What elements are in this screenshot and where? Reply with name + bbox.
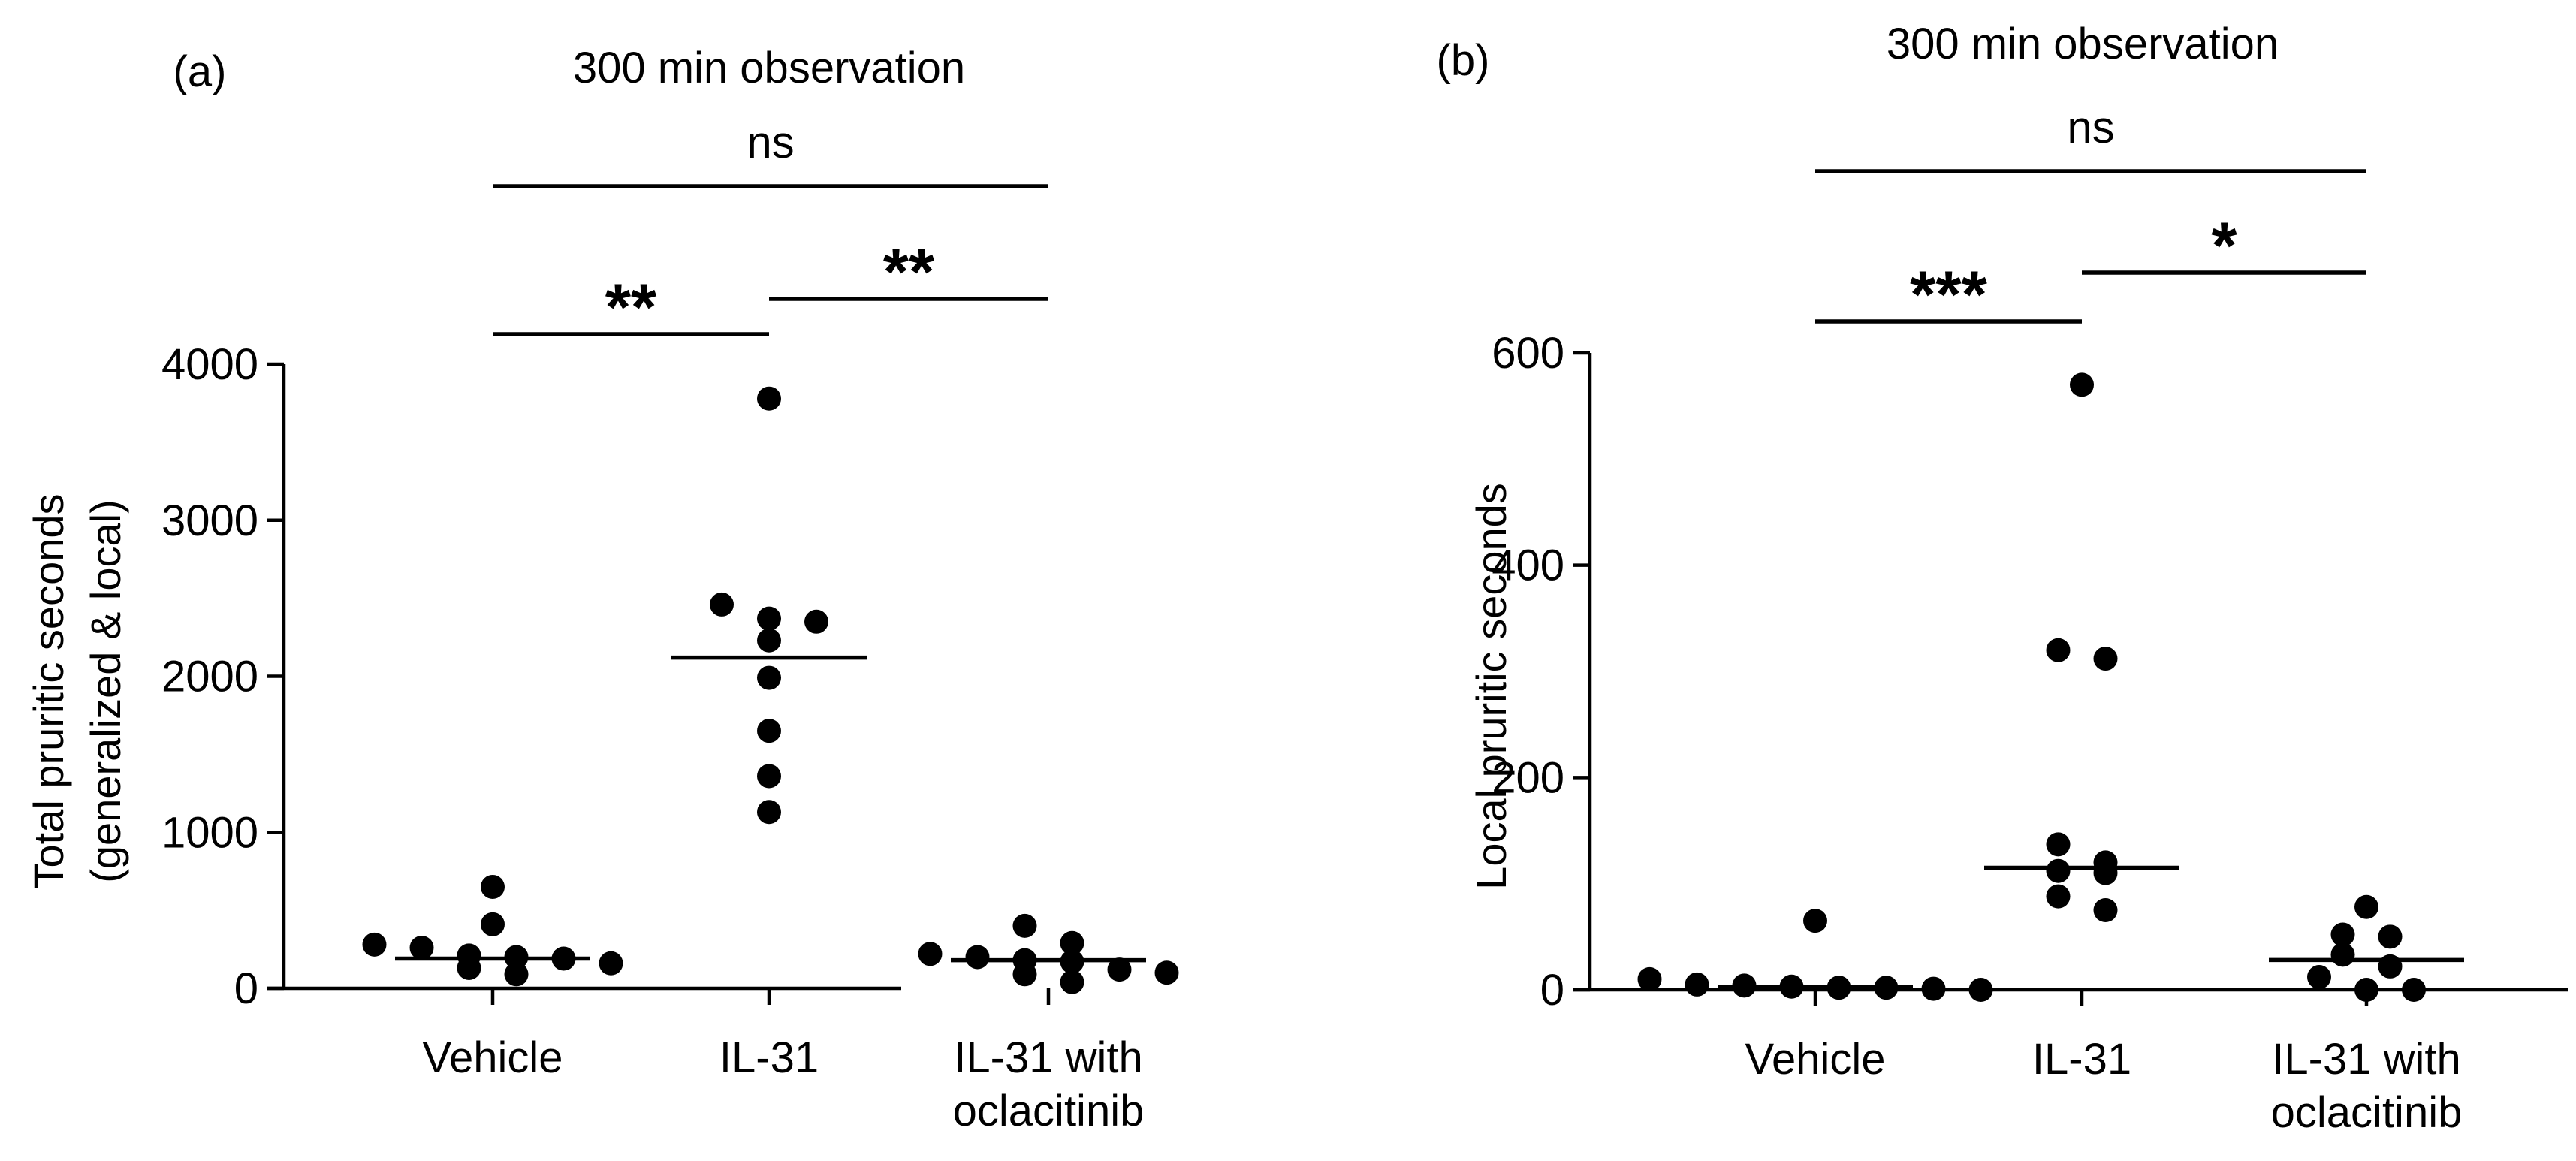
panel-label: (a) (173, 47, 227, 96)
data-point (918, 942, 943, 966)
data-point (2378, 924, 2403, 949)
data-point (757, 719, 781, 743)
data-point (2402, 978, 2426, 1002)
x-category-label: Vehicle (422, 1033, 563, 1082)
data-point (2046, 884, 2071, 909)
data-point (757, 606, 781, 631)
data-point (1685, 972, 1709, 997)
data-point (409, 935, 434, 960)
data-point (2046, 638, 2071, 662)
data-point (2330, 942, 2355, 967)
y-tick-label: 200 (1492, 753, 1564, 802)
data-point (1060, 930, 1084, 955)
data-point (2354, 978, 2378, 1002)
y-tick-label: 600 (1492, 329, 1564, 378)
y-tick-label: 0 (1540, 966, 1564, 1015)
significance-label: *** (1910, 257, 1987, 331)
y-axis-label: Local pruritic seconds (1467, 483, 1515, 890)
data-point (804, 609, 828, 634)
panel-label: (b) (1437, 36, 1490, 85)
data-point (481, 912, 505, 936)
data-point (1107, 957, 1132, 982)
data-point (710, 592, 734, 617)
significance-label: ns (2067, 102, 2114, 152)
data-point (504, 962, 529, 987)
data-point (1154, 960, 1179, 985)
data-point (2046, 832, 2071, 857)
panel-a: (a) 300 min observation 0 1000 2000 3000 4000 T… (25, 44, 1179, 1135)
significance-label: ** (883, 234, 935, 309)
significance-label: ns (747, 117, 794, 167)
data-point (757, 764, 781, 789)
y-axis-label: Total pruritic seconds (25, 493, 72, 888)
x-category-label: oclacitinib (2271, 1088, 2463, 1137)
panel-b: (b) 300 min observation 0 200 400 600 Local pr… (1437, 20, 2568, 1137)
x-category-label: IL-31 (2032, 1035, 2131, 1084)
data-point (2070, 372, 2094, 397)
data-point (599, 951, 623, 976)
data-point (2093, 898, 2118, 922)
data-point (1060, 970, 1084, 994)
x-category-label: IL-31 with (2272, 1035, 2460, 1084)
data-point (2354, 894, 2378, 919)
x-category-label: IL-31 with (954, 1033, 1142, 1082)
y-tick-label: 4000 (161, 340, 258, 389)
y-tick-label: 2000 (161, 653, 258, 701)
data-point (1921, 976, 1946, 1001)
y-tick-label: 1000 (161, 808, 258, 857)
y-axis-label: (generalized & local) (82, 499, 129, 882)
data-point (965, 945, 990, 970)
data-point (757, 386, 781, 411)
x-category-label: oclacitinib (953, 1087, 1145, 1135)
chart-title: 300 min observation (573, 44, 965, 92)
data-point (362, 932, 387, 957)
chart-title: 300 min observation (1887, 20, 2279, 68)
data-point (1803, 909, 1827, 933)
data-point (757, 628, 781, 653)
data-point (2307, 965, 2331, 990)
x-category-label: IL-31 (719, 1033, 819, 1082)
data-point (757, 665, 781, 690)
data-point (457, 943, 481, 968)
data-point (1637, 966, 1662, 991)
significance-label: * (2211, 208, 2237, 282)
data-point (481, 874, 505, 899)
data-point (2046, 858, 2071, 883)
y-tick-label: 0 (234, 964, 258, 1013)
y-tick-label: 400 (1492, 541, 1564, 590)
data-point (1968, 978, 1993, 1002)
data-point (2330, 922, 2355, 947)
data-point (2093, 647, 2118, 671)
data-point (2093, 861, 2118, 885)
y-tick-label: 3000 (161, 496, 258, 545)
x-category-label: Vehicle (1745, 1035, 1885, 1084)
significance-label: ** (605, 270, 657, 344)
data-point (1012, 913, 1037, 938)
data-point (1012, 962, 1037, 987)
data-point (757, 800, 781, 825)
